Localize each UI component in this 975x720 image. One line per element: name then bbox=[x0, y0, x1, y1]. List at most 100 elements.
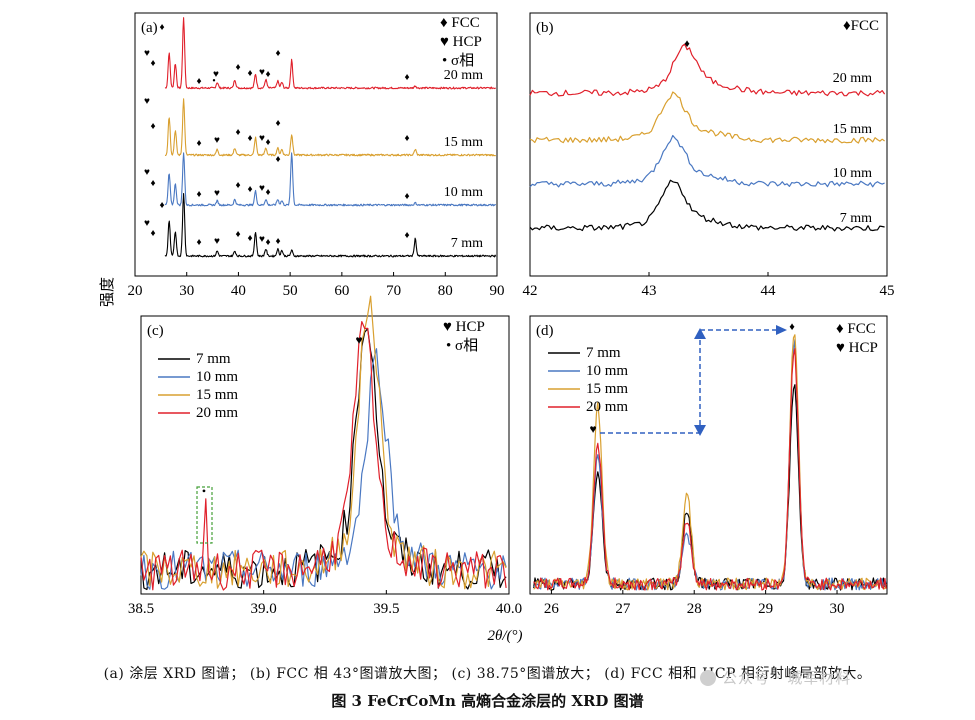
legend-fcc-a: ♦ FCC bbox=[440, 15, 480, 31]
panel-c-xtick-label: 39.0 bbox=[251, 601, 277, 617]
peak-marker-fcc: ♦ bbox=[404, 133, 409, 144]
peak-marker-fcc: ♦ bbox=[275, 118, 280, 129]
peak-marker-sigma: • bbox=[212, 76, 216, 87]
peak-marker-hcp: ♥ bbox=[355, 333, 362, 347]
sigma-highlight-box bbox=[196, 486, 213, 544]
panel-a-xtick-label: 70 bbox=[386, 283, 401, 299]
panel-a-xtick-label: 50 bbox=[283, 283, 298, 299]
legend-hcp-a: ♥ HCP bbox=[440, 34, 482, 50]
panel-d-xtick-label: 26 bbox=[544, 601, 560, 617]
peak-marker-fcc: ♦ bbox=[235, 180, 240, 191]
peak-marker-fcc: ♦ bbox=[196, 237, 201, 248]
peak-marker-fcc: ♦ bbox=[235, 229, 240, 240]
panel-d-frame bbox=[529, 315, 888, 595]
legend-fcc-b: ♦FCC bbox=[843, 18, 879, 34]
legend-hcp-d: ♥ HCP bbox=[836, 340, 878, 356]
legend-label-c: 10 mm bbox=[196, 369, 238, 385]
y-axis-label: 强度 bbox=[99, 277, 116, 307]
panel-c-frame bbox=[140, 315, 510, 595]
peak-marker-fcc: ♦ bbox=[196, 189, 201, 200]
peak-marker-fcc: ♦ bbox=[235, 62, 240, 73]
legend-hcp-c: ♥ HCP bbox=[443, 319, 485, 335]
panel-a-xtick-label: 80 bbox=[438, 283, 453, 299]
legend-label-d: 15 mm bbox=[586, 381, 628, 397]
legend-label-c: 7 mm bbox=[196, 351, 231, 367]
watermark: 公众号 · 城军材料 bbox=[700, 667, 851, 688]
panel-a-frame bbox=[134, 12, 498, 277]
peak-marker-fcc: ♦ bbox=[275, 48, 280, 59]
peak-marker-hcp: ♥ bbox=[214, 188, 220, 199]
legend-label-c: 15 mm bbox=[196, 387, 238, 403]
xrd-series-10mm bbox=[164, 152, 496, 207]
peak-marker-fcc: ♦ bbox=[404, 72, 409, 83]
xrd-zoom-series bbox=[529, 179, 885, 232]
peak-marker-fcc: ♦ bbox=[789, 321, 795, 333]
panel-b-xtick-label: 42 bbox=[523, 283, 538, 299]
peak-marker-fcc: ♦ bbox=[247, 233, 252, 244]
peak-marker-fcc: ♦ bbox=[150, 228, 155, 239]
peak-marker-fcc: ♦ bbox=[150, 58, 155, 69]
panel-d-xtick-label: 30 bbox=[830, 601, 845, 617]
legend-label-d: 20 mm bbox=[586, 399, 628, 415]
peak-marker-fcc: ♦ bbox=[196, 138, 201, 149]
peak-marker-hcp: ♥ bbox=[589, 422, 596, 436]
peak-marker-fcc: ♦ bbox=[159, 200, 164, 211]
panel-a-xtick-label: 30 bbox=[179, 283, 194, 299]
xrd-sigma-series bbox=[140, 295, 507, 590]
panel-a-xtick-label: 60 bbox=[334, 283, 349, 299]
xrd-series-7mm bbox=[164, 192, 497, 258]
panel-c-xtick-label: 38.5 bbox=[128, 601, 154, 617]
series-label-a: 20 mm bbox=[444, 68, 483, 83]
xrd-series-15mm bbox=[164, 98, 497, 157]
figure-caption: 图 3 FeCrCoMn 高熵合金涂层的 XRD 图谱 bbox=[331, 692, 644, 710]
peak-marker-hcp: ♥ bbox=[259, 183, 265, 194]
peak-marker-fcc: ♦ bbox=[275, 154, 280, 165]
peak-marker-hcp: ♥ bbox=[144, 218, 150, 229]
peak-marker-fcc: ♦ bbox=[275, 236, 280, 247]
wechat-icon bbox=[700, 670, 716, 686]
figure-subcaption: (a) 涂层 XRD 图谱； (b) FCC 相 43°图谱放大图； (c) 3… bbox=[103, 666, 872, 682]
peak-marker-fcc: ♦ bbox=[235, 127, 240, 138]
arrow-head-down bbox=[694, 425, 706, 436]
xrd-zoom-series bbox=[529, 134, 885, 188]
peak-marker-fcc: ♦ bbox=[247, 68, 252, 79]
peak-marker-hcp: ♥ bbox=[259, 67, 265, 78]
peak-marker-hcp: ♥ bbox=[144, 48, 150, 59]
series-label-a: 15 mm bbox=[444, 135, 483, 150]
peak-marker-hcp: ♥ bbox=[144, 167, 150, 178]
xrd-sigma-series bbox=[140, 321, 507, 591]
series-label-b: 10 mm bbox=[833, 166, 872, 181]
peak-marker-hcp: ♥ bbox=[214, 236, 220, 247]
legend-label-d: 7 mm bbox=[586, 345, 621, 361]
peak-marker-sigma: • bbox=[202, 484, 206, 498]
panel-c-xtick-label: 40.0 bbox=[496, 601, 522, 617]
panel-b-xtick-label: 43 bbox=[642, 283, 657, 299]
xrd-series-20mm bbox=[164, 17, 496, 90]
panel-a-xtick-label: 90 bbox=[490, 283, 505, 299]
legend-sigma-a: • σ相 bbox=[442, 52, 474, 69]
panel-c-panel-label: (c) bbox=[147, 323, 164, 339]
x-axis-label: 2θ/(°) bbox=[487, 628, 522, 644]
xrd-peak-series bbox=[533, 348, 887, 591]
panel-d-xtick-label: 28 bbox=[687, 601, 702, 617]
series-label-b: 20 mm bbox=[833, 71, 872, 86]
xrd-peak-series bbox=[533, 384, 887, 591]
peak-marker-hcp: ♥ bbox=[259, 133, 265, 144]
series-label-a: 10 mm bbox=[444, 185, 483, 200]
legend-label-c: 20 mm bbox=[196, 405, 238, 421]
peak-marker-hcp: ♥ bbox=[214, 135, 220, 146]
peak-marker-fcc: ♦ bbox=[247, 184, 252, 195]
panel-b-frame bbox=[529, 12, 888, 277]
series-label-a: 7 mm bbox=[451, 236, 483, 251]
panel-a-panel-label: (a) bbox=[141, 20, 158, 36]
peak-marker-fcc: ♦ bbox=[265, 237, 270, 248]
peak-marker-fcc: ♦ bbox=[404, 191, 409, 202]
panel-b-xtick-label: 44 bbox=[761, 283, 777, 299]
peak-marker-hcp: ♥ bbox=[144, 96, 150, 107]
watermark-text: 公众号 · 城军材料 bbox=[722, 669, 852, 687]
xrd-zoom-series bbox=[529, 91, 885, 144]
peak-marker-fcc: ♦ bbox=[265, 187, 270, 198]
legend-fcc-d: ♦ FCC bbox=[836, 321, 876, 337]
peak-marker-fcc: ♦ bbox=[150, 121, 155, 132]
